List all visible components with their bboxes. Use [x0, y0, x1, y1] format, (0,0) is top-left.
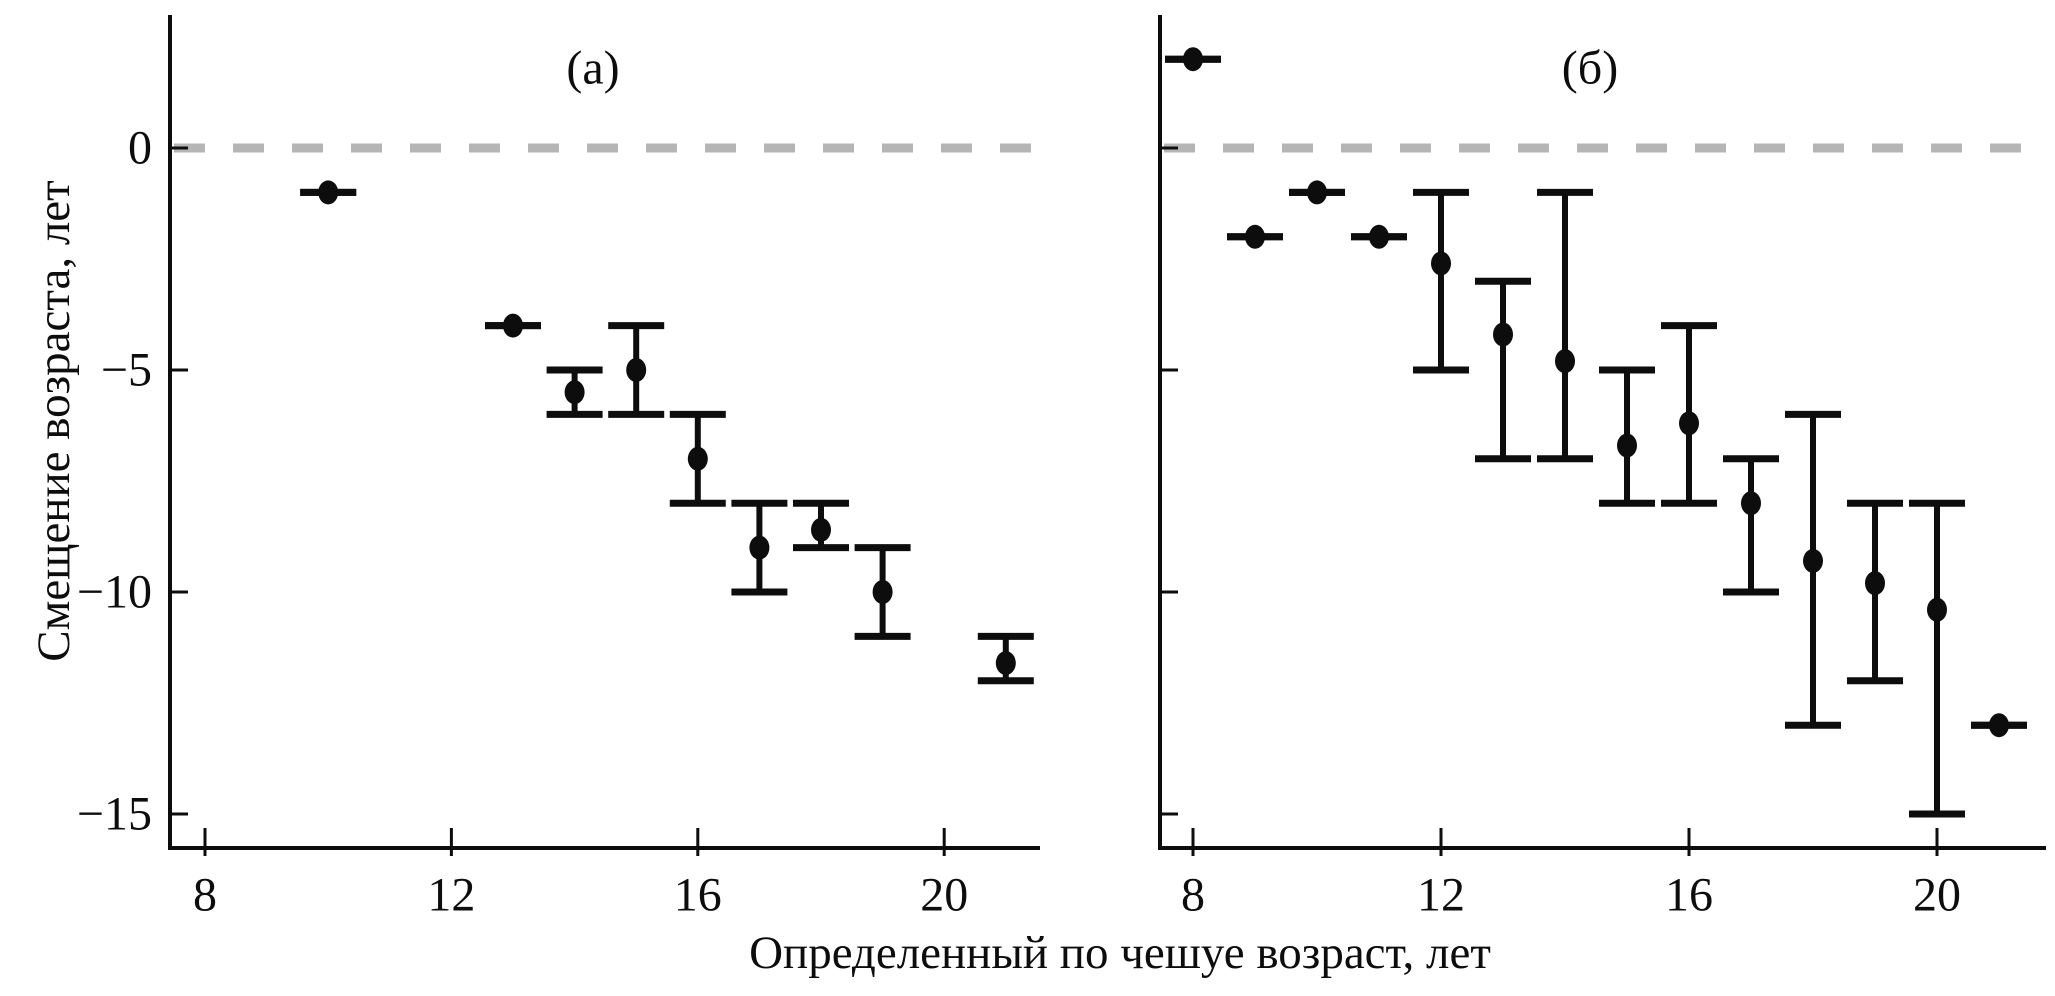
data-point	[1307, 180, 1327, 205]
x-tick-label: 12	[427, 869, 475, 922]
x-tick-label: 20	[920, 869, 968, 922]
data-point	[811, 517, 831, 542]
y-tick-label: −10	[77, 566, 152, 619]
y-tick-label: −5	[101, 344, 152, 397]
data-point	[1865, 571, 1885, 596]
data-point	[1245, 224, 1265, 249]
data-point	[626, 358, 647, 382]
y-tick-label: −15	[77, 788, 152, 841]
data-point	[564, 380, 585, 405]
x-axis-title: Определенный по чешуе возраст, лет	[749, 927, 1491, 979]
x-tick-label: 8	[193, 869, 217, 922]
x-tick-label: 16	[1665, 869, 1713, 922]
x-tick-label: 8	[1181, 869, 1205, 922]
panel-b-label: (б)	[1562, 42, 1618, 95]
data-point	[995, 651, 1016, 676]
data-point	[749, 535, 770, 560]
data-point	[687, 446, 708, 471]
panel-a-label: (а)	[566, 42, 619, 95]
data-point	[1927, 597, 1947, 622]
data-point	[1431, 251, 1451, 276]
data-point	[1803, 548, 1823, 573]
y-axis-title: Смещение возраста, лет	[28, 180, 80, 661]
data-point	[1617, 433, 1637, 458]
data-point	[1741, 491, 1761, 516]
x-tick-label: 20	[1913, 869, 1961, 922]
data-point	[1679, 411, 1699, 436]
data-point	[1183, 47, 1203, 72]
y-tick-label: 0	[128, 122, 152, 175]
panels-group: 0 −5 −10 −15 8 12 16 20 8 12 16 20	[77, 15, 2046, 922]
data-point	[1493, 322, 1513, 347]
data-point	[1555, 349, 1575, 374]
data-point	[1369, 224, 1389, 249]
data-point	[872, 580, 893, 604]
x-tick-label: 12	[1417, 869, 1465, 922]
data-point	[503, 313, 523, 338]
data-point	[318, 180, 339, 205]
data-point	[1989, 713, 2009, 738]
x-tick-label: 16	[674, 869, 722, 922]
